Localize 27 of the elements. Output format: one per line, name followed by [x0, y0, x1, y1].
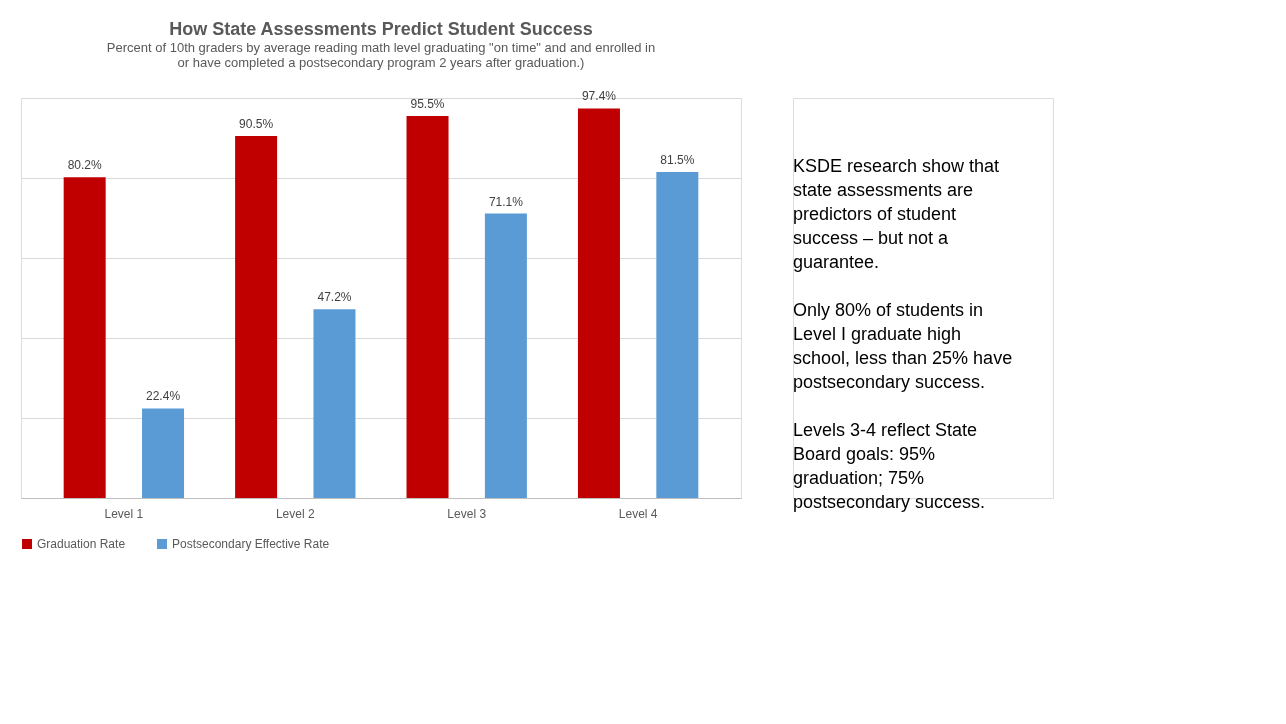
data-label: 22.4% [146, 389, 181, 404]
bar [577, 108, 620, 498]
bar [235, 136, 278, 498]
data-label: 80.2% [67, 158, 103, 173]
text: Only 80% of students in Level I graduate high school, less than 25% have postsecondary success. [793, 300, 1013, 392]
x-tick-label: Level 3 [447, 506, 487, 521]
bar [484, 213, 527, 498]
text: Levels 3-4 reflect State Board goals: 95% graduation; 75% postsecondary success. [793, 420, 986, 512]
text: KSDE research show that state assessments are predictors of student success – but not a guarantee. [793, 156, 1000, 272]
chart-title: How State Assessments Predict Student Success [169, 19, 593, 40]
x-tick-label: Level 1 [104, 506, 144, 521]
data-label: 97.4% [581, 89, 617, 104]
data-label: 95.5% [410, 97, 445, 111]
x-tick-label: Level 4 [618, 506, 658, 521]
bar [63, 177, 106, 498]
bar [142, 408, 185, 498]
data-label: 90.5% [239, 117, 274, 131]
bar [406, 116, 449, 498]
data-label: 47.2% [317, 290, 352, 305]
legend-label: Graduation Rate [37, 537, 126, 551]
bar [313, 309, 356, 498]
data-label: 81.5% [660, 153, 695, 167]
legend-label: Postsecondary Effective Rate [172, 537, 330, 551]
chart-subtitle: Percent of 10th graders by average reading math level graduating "on time" and and enrolled in or have completed a postsecondary program 2 years after graduation.) [106, 40, 656, 71]
x-tick-label: Level 2 [275, 506, 315, 521]
data-label: 71.1% [488, 194, 524, 209]
bar [656, 172, 699, 498]
